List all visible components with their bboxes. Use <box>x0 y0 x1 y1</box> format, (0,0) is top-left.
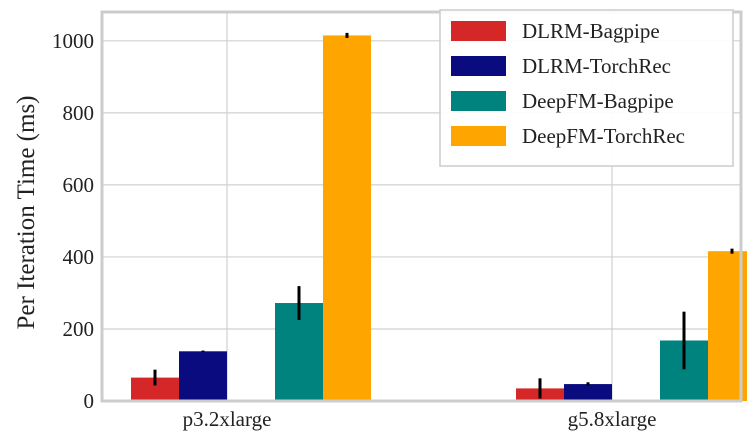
legend-swatch <box>451 21 506 41</box>
y-tick-label: 0 <box>84 389 95 413</box>
y-tick-label: 1000 <box>52 29 94 53</box>
x-tick-label: p3.2xlarge <box>183 407 272 431</box>
y-tick-label: 200 <box>63 317 95 341</box>
y-axis-label: Per Iteration Time (ms) <box>13 95 40 329</box>
bar-deepfm-torchrec <box>323 35 371 401</box>
y-tick-label: 800 <box>63 101 95 125</box>
plot-frame <box>100 10 743 403</box>
grid-lines <box>102 12 741 402</box>
legend-label: DeepFM-TorchRec <box>522 124 685 148</box>
y-tick-label: 400 <box>63 245 95 269</box>
legend-swatch <box>451 56 506 76</box>
legend-swatch <box>451 126 506 146</box>
bar-dlrm-torchrec <box>564 384 612 401</box>
legend-label: DeepFM-Bagpipe <box>522 89 674 113</box>
legend-label: DLRM-Bagpipe <box>522 19 660 43</box>
tick-labels: 0 200 400 600 800 1000 p3.2xlarge g5.8xlarge <box>52 29 656 431</box>
bars <box>131 32 747 401</box>
bar-dlrm-bagpipe <box>131 377 179 401</box>
legend: DLRM-Bagpipe DLRM-TorchRec DeepFM-Bagpipe D… <box>439 9 734 167</box>
legend-swatch <box>451 91 506 111</box>
y-tick-label: 600 <box>63 173 95 197</box>
bar-dlrm-torchrec <box>179 351 227 401</box>
legend-label: DLRM-TorchRec <box>522 54 671 78</box>
x-tick-label: g5.8xlarge <box>568 407 657 431</box>
